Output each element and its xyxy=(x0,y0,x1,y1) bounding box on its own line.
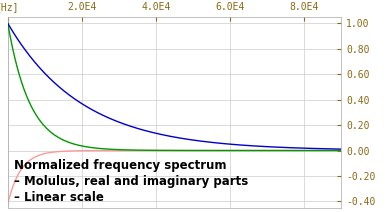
Text: Normalized frequency spectrum
– Molulus, real and imaginary parts
– Linear scale: Normalized frequency spectrum – Molulus,… xyxy=(14,159,249,204)
